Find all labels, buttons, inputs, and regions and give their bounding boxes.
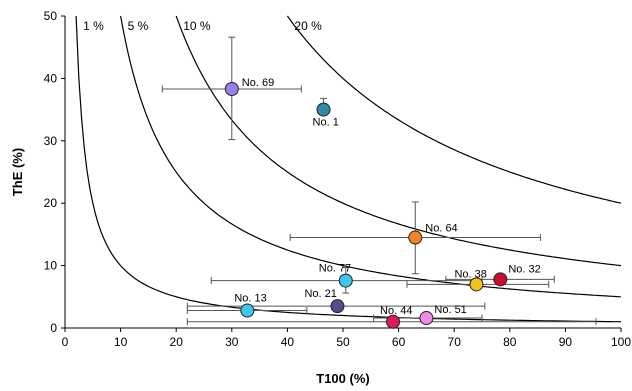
x-tick-label: 0 xyxy=(62,335,69,349)
data-point xyxy=(408,230,423,245)
y-tick-label: 10 xyxy=(44,259,58,273)
x-tick-label: 20 xyxy=(170,335,184,349)
point-label: No. 77 xyxy=(319,263,351,275)
x-tick-label: 30 xyxy=(225,335,239,349)
y-tick-label: 20 xyxy=(44,196,58,210)
iso-curve-label: 20 % xyxy=(294,19,322,33)
point-labels: No. 69 No. 1 No. 64 No. 77 No. 38 No. 32 No. 2… xyxy=(234,77,540,317)
point-label: No. 64 xyxy=(425,223,457,235)
x-tick-label: 90 xyxy=(559,335,573,349)
iso-curve-label: 5 % xyxy=(128,19,149,33)
data-points xyxy=(224,82,508,329)
iso-curve xyxy=(175,15,622,267)
point-label: No. 44 xyxy=(380,305,412,317)
y-tick-label: 40 xyxy=(44,71,58,85)
point-label: No. 1 xyxy=(313,117,339,129)
y-tick-label: 30 xyxy=(44,134,58,148)
iso-curve-label: 10 % xyxy=(183,19,211,33)
data-point xyxy=(330,299,345,314)
data-point xyxy=(419,311,434,326)
iso-curve xyxy=(286,15,622,204)
point-label: No. 69 xyxy=(242,77,274,89)
data-point xyxy=(469,277,484,292)
x-tick-label: 50 xyxy=(336,335,350,349)
data-point xyxy=(493,272,508,287)
x-tick-label: 60 xyxy=(392,335,406,349)
iso-curves: 1 % 5 % 10 % 20 % xyxy=(75,15,622,323)
data-point xyxy=(240,303,255,318)
x-tick-label: 10 xyxy=(114,335,128,349)
y-tick-label: 0 xyxy=(50,321,57,335)
y-axis-title: ThE (%) xyxy=(10,148,25,196)
iso-curve xyxy=(75,15,622,323)
axes: 0 10 20 30 40 50 60 70 80 90 100 0 10 20 30 40 50 xyxy=(44,9,632,349)
x-tick-label: 40 xyxy=(281,335,295,349)
data-point xyxy=(386,314,401,329)
point-label: No. 32 xyxy=(508,263,540,275)
x-tick-label: 80 xyxy=(503,335,517,349)
data-point xyxy=(338,273,353,288)
y-tick-label: 50 xyxy=(44,9,58,23)
point-label: No. 38 xyxy=(454,268,486,280)
data-point xyxy=(224,82,239,97)
point-label: No. 51 xyxy=(434,304,466,316)
point-label: No. 13 xyxy=(234,293,266,305)
iso-curve-label: 1 % xyxy=(83,19,104,33)
iso-curve xyxy=(120,15,622,298)
x-tick-label: 100 xyxy=(611,335,631,349)
x-tick-label: 70 xyxy=(448,335,462,349)
x-axis-title: T100 (%) xyxy=(316,371,369,386)
error-bars xyxy=(161,36,597,326)
point-label: No. 21 xyxy=(304,288,336,300)
data-point xyxy=(316,102,331,117)
